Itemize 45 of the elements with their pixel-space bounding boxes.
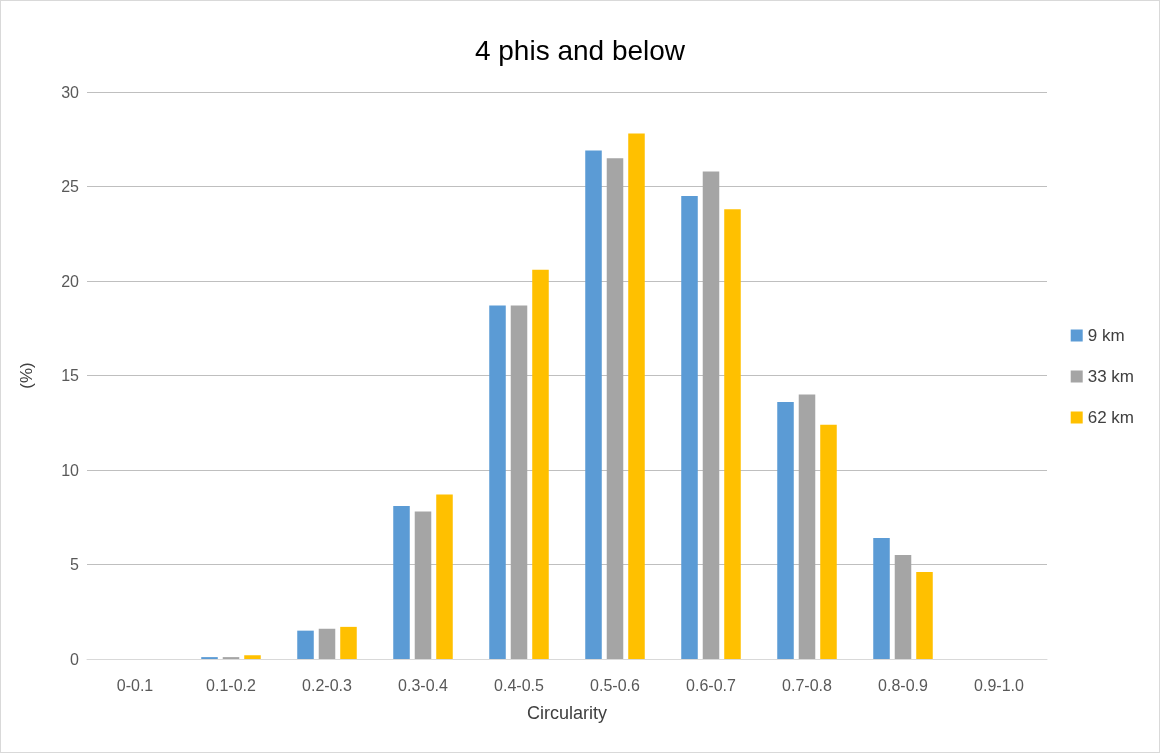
bar [585,150,602,659]
legend-label: 33 km [1087,367,1134,386]
y-tick-label: 15 [61,367,80,384]
x-tick-label: 0-0.1 [116,676,154,694]
bar [297,630,314,659]
bar [318,628,336,659]
bar [340,626,357,659]
x-tick-label: 0.5-0.6 [590,676,641,694]
x-tick-label: 0.7-0.8 [782,676,833,694]
bar [489,305,506,659]
y-axis-title: (%) [17,362,36,389]
x-tick-label: 0.3-0.4 [398,676,449,694]
bar [916,572,933,659]
y-tick-label: 25 [61,178,80,195]
bar [777,401,794,659]
bar [798,394,816,659]
bar [510,305,528,659]
x-tick-label: 0.4-0.5 [494,676,545,694]
y-tick-label: 30 [61,83,80,101]
bar [681,195,698,659]
bar [606,158,624,659]
y-tick-label: 10 [61,461,80,479]
bar [244,655,261,659]
legend-label: 9 km [1087,326,1125,345]
legend-label: 62 km [1087,408,1134,427]
x-tick-label: 0.8-0.9 [878,676,929,694]
bar [873,538,890,659]
y-tick-label: 5 [70,556,80,573]
bar [894,555,912,659]
x-tick-label: 0.2-0.3 [302,676,353,694]
x-axis-title: Circularity [526,703,608,723]
x-tick-label: 0.6-0.7 [686,676,737,694]
x-tick-label: 0.9-1.0 [974,676,1025,694]
bar [393,505,410,659]
bar [628,133,645,659]
y-tick-label: 20 [61,272,80,290]
bar [724,209,741,659]
x-tick-label: 0.1-0.2 [206,676,257,694]
bar [532,269,549,659]
y-tick-label: 0 [70,650,80,668]
bar [436,494,453,659]
chart-title: 4 phis and below [474,34,686,66]
bar [702,171,720,659]
bar [414,511,432,659]
bar [820,424,837,659]
